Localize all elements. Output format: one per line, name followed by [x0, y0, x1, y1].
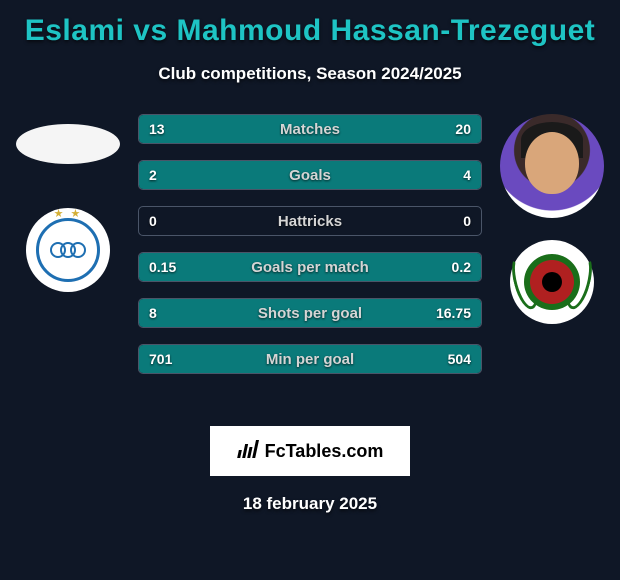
stat-row: Min per goal701 504 — [138, 344, 482, 374]
player1-column: ★ ★ — [8, 114, 128, 292]
stat-value-right: 0.2 — [452, 253, 471, 281]
stats-bars: Matches13 20 Goals2 4 Hattricks0 0 Goals per m… — [138, 114, 482, 390]
stat-value-right: 0 — [463, 207, 471, 235]
source-label: FcTables.com — [265, 441, 384, 462]
player2-column — [492, 114, 612, 324]
stat-row: Hattricks0 0 — [138, 206, 482, 236]
stat-value-right: 504 — [448, 345, 471, 373]
page-subtitle: Club competitions, Season 2024/2025 — [8, 64, 612, 84]
page-title: Eslami vs Mahmoud Hassan-Trezeguet — [8, 14, 612, 48]
footer-date: 18 february 2025 — [8, 494, 612, 514]
stat-value-left: 13 — [149, 115, 165, 143]
player2-photo — [500, 114, 604, 218]
stat-row: Shots per goal8 16.75 — [138, 298, 482, 328]
chart-bars-icon — [237, 440, 259, 463]
stat-row: Matches13 20 — [138, 114, 482, 144]
stat-label: Hattricks — [139, 207, 481, 235]
player2-club-crest — [510, 240, 594, 324]
stat-label: Goals — [139, 161, 481, 189]
stat-label: Shots per goal — [139, 299, 481, 327]
stat-row: Goals per match0.15 0.2 — [138, 252, 482, 282]
stat-value-left: 701 — [149, 345, 172, 373]
stat-value-left: 0.15 — [149, 253, 176, 281]
main-content: ★ ★ Match — [8, 114, 612, 414]
player1-photo — [16, 124, 120, 164]
ball-icon — [542, 272, 562, 292]
stat-value-right: 20 — [455, 115, 471, 143]
source-badge: FcTables.com — [210, 426, 410, 476]
player1-club-crest: ★ ★ — [26, 208, 110, 292]
stat-label: Goals per match — [139, 253, 481, 281]
crest-rings-icon — [53, 242, 83, 258]
stat-label: Min per goal — [139, 345, 481, 373]
stat-value-right: 4 — [463, 161, 471, 189]
stat-value-left: 8 — [149, 299, 157, 327]
stat-label: Matches — [139, 115, 481, 143]
stat-value-right: 16.75 — [436, 299, 471, 327]
stat-row: Goals2 4 — [138, 160, 482, 190]
crest-stars-icon: ★ ★ — [54, 207, 83, 220]
stat-value-left: 0 — [149, 207, 157, 235]
comparison-infographic: Eslami vs Mahmoud Hassan-Trezeguet Club … — [0, 0, 620, 580]
stat-value-left: 2 — [149, 161, 157, 189]
